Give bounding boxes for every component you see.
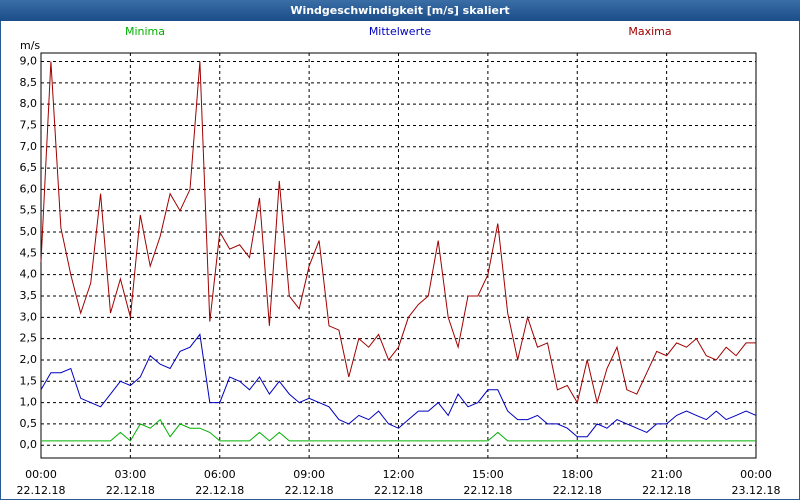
y-tick-label: 4,5 [20, 246, 38, 259]
x-tick-label: 09:00 [293, 468, 325, 481]
y-tick-label: 8,5 [20, 76, 38, 89]
y-tick-label: 0,0 [20, 438, 38, 451]
x-tick-date: 22.12.18 [642, 484, 691, 497]
y-tick-label: 0,5 [20, 417, 38, 430]
y-tick-label: 3,0 [20, 310, 38, 323]
y-tick-label: 5,5 [20, 204, 38, 217]
x-tick-date: 22.12.18 [463, 484, 512, 497]
x-tick-label: 18:00 [561, 468, 593, 481]
y-tick-label: 7,0 [20, 140, 38, 153]
chart-title: Windgeschwindigkeit [m/s] skaliert [290, 4, 509, 17]
x-tick-date: 23.12.18 [732, 484, 781, 497]
y-tick-label: 6,5 [20, 161, 38, 174]
y-unit: m/s [20, 39, 40, 52]
legend-entry: Mittelwerte [369, 25, 432, 38]
y-tick-label: 4,0 [20, 268, 38, 281]
y-tick-label: 1,0 [20, 396, 38, 409]
x-tick-label: 00:00 [25, 468, 57, 481]
x-tick-date: 22.12.18 [553, 484, 602, 497]
series-line [40, 61, 756, 405]
y-tick-label: 7,5 [20, 118, 38, 131]
x-tick-label: 03:00 [115, 468, 147, 481]
x-tick-date: 22.12.18 [195, 484, 244, 497]
legend-entry: Minima [125, 25, 165, 38]
x-tick-date: 22.12.18 [106, 484, 155, 497]
x-tick-label: 21:00 [651, 468, 683, 481]
title-bar [0, 0, 800, 21]
y-tick-label: 6,0 [20, 182, 38, 195]
series-line [41, 418, 756, 442]
y-tick-label: 9,0 [20, 55, 38, 68]
x-tick-label: 00:00 [740, 468, 772, 481]
y-tick-label: 1,5 [20, 374, 38, 387]
y-tick-label: 8,0 [20, 97, 38, 110]
x-tick-label: 06:00 [204, 468, 236, 481]
x-tick-date: 22.12.18 [374, 484, 423, 497]
y-tick-label: 2,5 [20, 332, 38, 345]
y-tick-label: 2,0 [20, 353, 38, 366]
y-tick-label: 5,0 [20, 225, 38, 238]
y-tick-label: 3,5 [20, 289, 38, 302]
legend-entry: Maxima [628, 25, 671, 38]
x-tick-date: 22.12.18 [17, 484, 66, 497]
x-tick-date: 22.12.18 [285, 484, 334, 497]
x-tick-label: 15:00 [472, 468, 504, 481]
x-tick-label: 12:00 [383, 468, 415, 481]
series-line [40, 333, 757, 438]
